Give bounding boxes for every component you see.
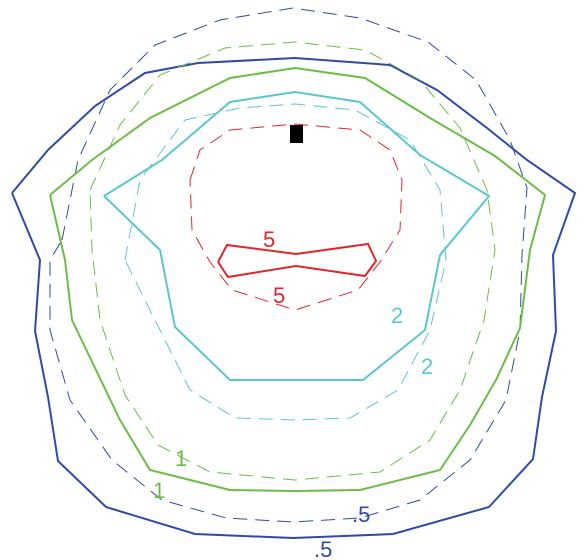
- label-green-dashed: 1: [153, 478, 165, 503]
- contour-red-solid: [217, 242, 378, 279]
- label-blue-dashed: .5: [314, 537, 332, 560]
- contour-blue-solid: [11, 56, 577, 540]
- label-cyan-dashed: 2: [421, 354, 433, 379]
- label-red-dashed: 5: [273, 283, 285, 308]
- contour-green-dashed: [89, 41, 496, 481]
- label-green-solid: 1: [175, 446, 187, 471]
- contour-cyan-dashed: [124, 103, 447, 421]
- label-cyan-solid: 2: [391, 303, 403, 328]
- black-marker: [290, 125, 303, 143]
- contour-cyan-solid: [103, 90, 491, 381]
- label-blue-solid: .5: [352, 502, 370, 527]
- contour-red-dashed: [189, 123, 403, 311]
- contour-green-solid: [49, 66, 547, 493]
- contour-blue-dashed: [49, 7, 528, 523]
- label-red-solid: 5: [263, 227, 275, 252]
